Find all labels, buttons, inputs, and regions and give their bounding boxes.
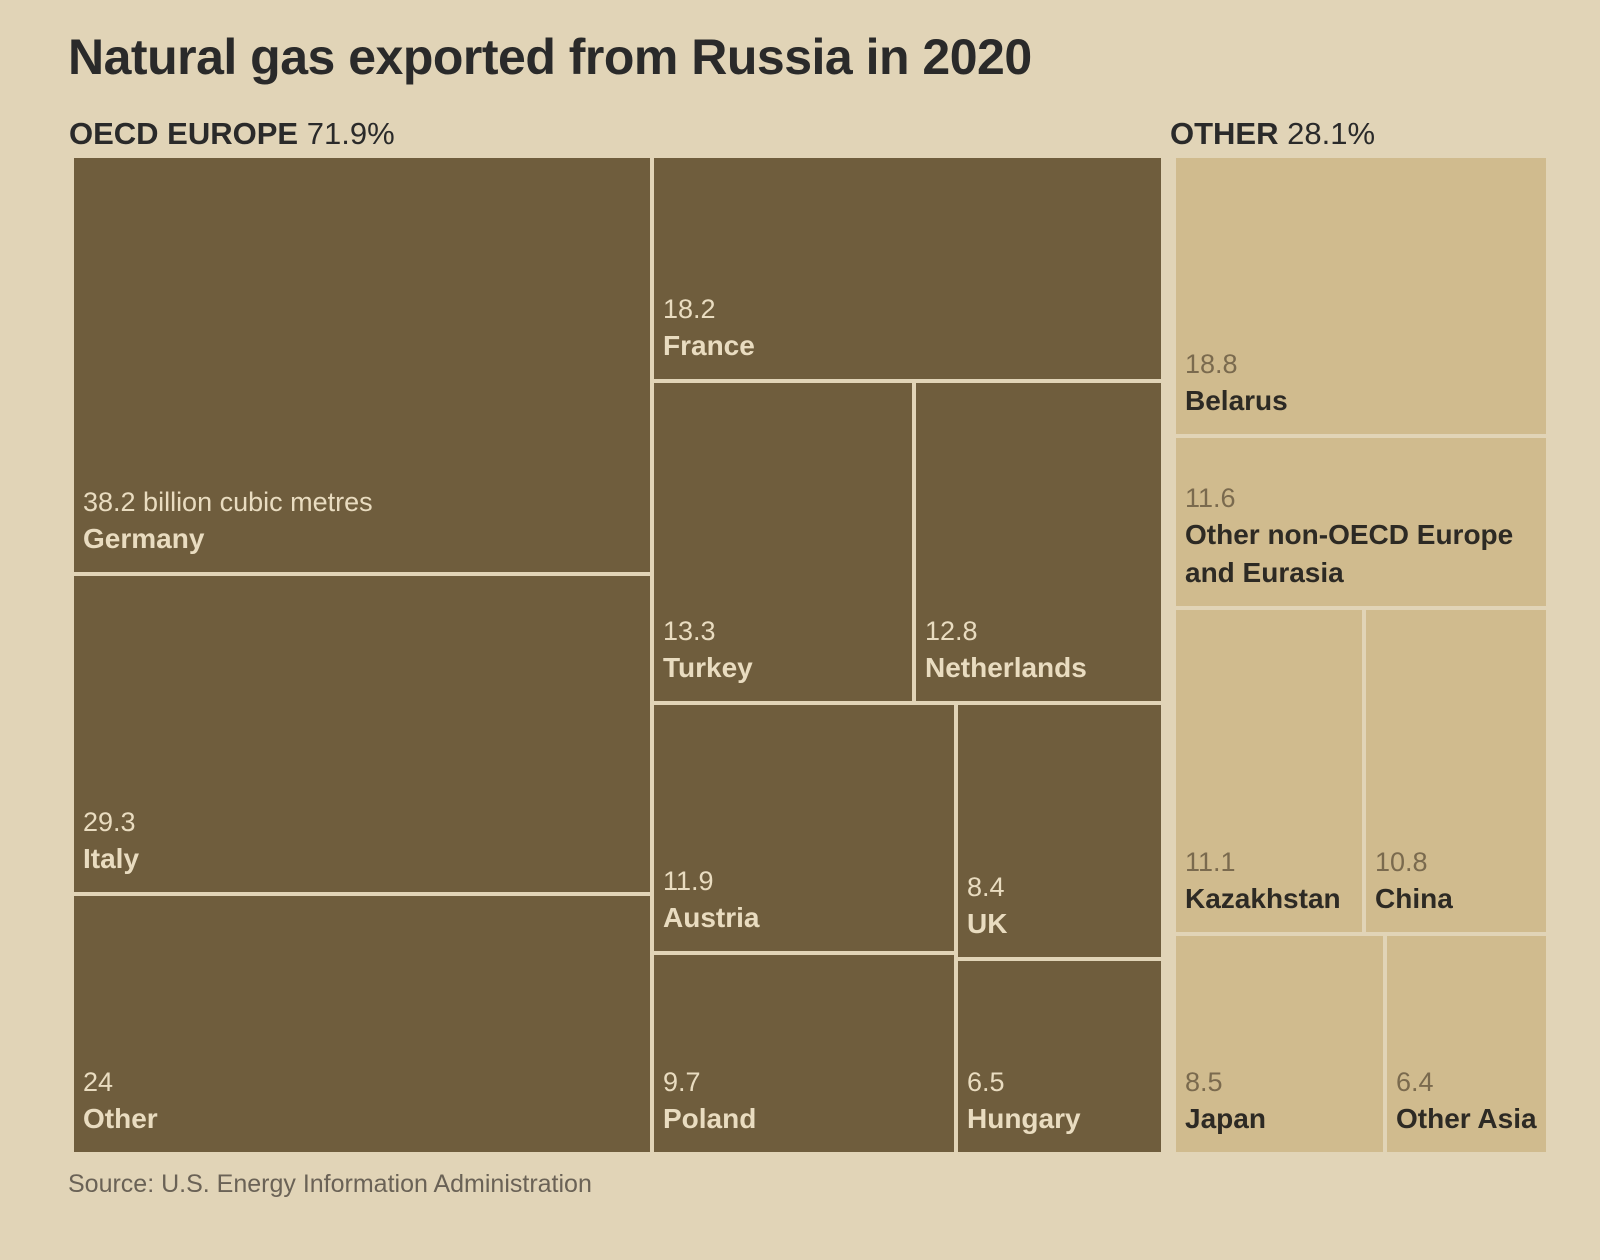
cell-label: 18.2 France — [663, 291, 1155, 365]
cell-value: 11.1 — [1185, 847, 1236, 877]
group-label-oecd-europe: OECD EUROPE 71.9% — [69, 116, 395, 152]
group-name: OECD EUROPE — [69, 116, 299, 151]
cell-label: 12.8 Netherlands — [925, 613, 1155, 687]
cell-name: France — [663, 330, 755, 361]
cell-label: 11.6 Other non-OECD Europe and Eurasia — [1185, 480, 1540, 592]
cell-value: 29.3 — [83, 807, 136, 837]
cell-name: China — [1375, 883, 1453, 914]
treemap-cell-germany: 38.2 billion cubic metres Germany — [74, 158, 650, 572]
treemap-cell-hungary: 6.5 Hungary — [958, 961, 1161, 1152]
cell-name: Netherlands — [925, 652, 1087, 683]
cell-name: Japan — [1185, 1103, 1266, 1134]
treemap-cell-italy: 29.3 Italy — [74, 576, 650, 892]
group-share: 28.1% — [1287, 116, 1376, 151]
treemap-cell-uk: 8.4 UK — [958, 705, 1161, 957]
cell-name: Germany — [83, 523, 205, 554]
cell-name: Other Asia — [1396, 1103, 1537, 1134]
cell-name: Hungary — [967, 1103, 1081, 1134]
cell-value: 8.4 — [967, 872, 1005, 902]
treemap-cell-france: 18.2 France — [654, 158, 1161, 379]
cell-value: 18.8 — [1185, 349, 1238, 379]
cell-label: 10.8 China — [1375, 844, 1540, 918]
cell-label: 38.2 billion cubic metres Germany — [83, 484, 644, 558]
treemap-cell-poland: 9.7 Poland — [654, 955, 954, 1152]
cell-label: 29.3 Italy — [83, 804, 644, 878]
cell-name: Other — [83, 1103, 158, 1134]
cell-name: Kazakhstan — [1185, 883, 1341, 914]
cell-name: Austria — [663, 902, 760, 933]
cell-value: 9.7 — [663, 1067, 701, 1097]
cell-value: 38.2 billion cubic metres — [83, 487, 373, 517]
cell-value: 11.9 — [663, 866, 714, 896]
treemap-cell-austria: 11.9 Austria — [654, 705, 954, 951]
cell-name: Poland — [663, 1103, 757, 1134]
source-note: Source: U.S. Energy Information Administ… — [68, 1170, 592, 1198]
treemap-cell-other-asia: 6.4 Other Asia — [1387, 936, 1546, 1152]
cell-name: UK — [967, 908, 1008, 939]
cell-value: 12.8 — [925, 616, 978, 646]
cell-label: 18.8 Belarus — [1185, 346, 1540, 420]
cell-label: 6.4 Other Asia — [1396, 1064, 1540, 1138]
group-share: 71.9% — [306, 116, 395, 151]
cell-label: 13.3 Turkey — [663, 613, 906, 687]
cell-label: 11.1 Kazakhstan — [1185, 844, 1356, 918]
cell-name: Other non-OECD Europe and Eurasia — [1185, 519, 1514, 588]
treemap-cell-other: 24 Other — [74, 896, 650, 1152]
treemap-cell-other-non-oecd-europe-and-eurasia: 11.6 Other non-OECD Europe and Eurasia — [1176, 438, 1546, 606]
cell-label: 11.9 Austria — [663, 863, 948, 937]
treemap-cell-china: 10.8 China — [1366, 610, 1546, 932]
treemap-cell-kazakhstan: 11.1 Kazakhstan — [1176, 610, 1362, 932]
cell-value: 11.6 — [1185, 483, 1236, 513]
treemap-cell-netherlands: 12.8 Netherlands — [916, 383, 1161, 701]
cell-value: 6.5 — [967, 1067, 1005, 1097]
cell-label: 24 Other — [83, 1064, 644, 1138]
treemap-cell-turkey: 13.3 Turkey — [654, 383, 912, 701]
cell-label: 8.5 Japan — [1185, 1064, 1377, 1138]
chart-title: Natural gas exported from Russia in 2020 — [68, 29, 1032, 85]
cell-label: 6.5 Hungary — [967, 1064, 1155, 1138]
cell-name: Turkey — [663, 652, 753, 683]
cell-value: 6.4 — [1396, 1067, 1434, 1097]
cell-value: 18.2 — [663, 294, 716, 324]
cell-value: 10.8 — [1375, 847, 1428, 877]
group-label-other: OTHER 28.1% — [1170, 116, 1375, 152]
cell-value: 13.3 — [663, 616, 716, 646]
treemap-cell-belarus: 18.8 Belarus — [1176, 158, 1546, 434]
cell-name: Belarus — [1185, 385, 1288, 416]
cell-value: 24 — [83, 1067, 114, 1097]
cell-label: 9.7 Poland — [663, 1064, 948, 1138]
treemap-cell-japan: 8.5 Japan — [1176, 936, 1383, 1152]
cell-label: 8.4 UK — [967, 869, 1155, 943]
group-name: OTHER — [1170, 116, 1279, 151]
cell-value: 8.5 — [1185, 1067, 1223, 1097]
cell-name: Italy — [83, 843, 140, 874]
